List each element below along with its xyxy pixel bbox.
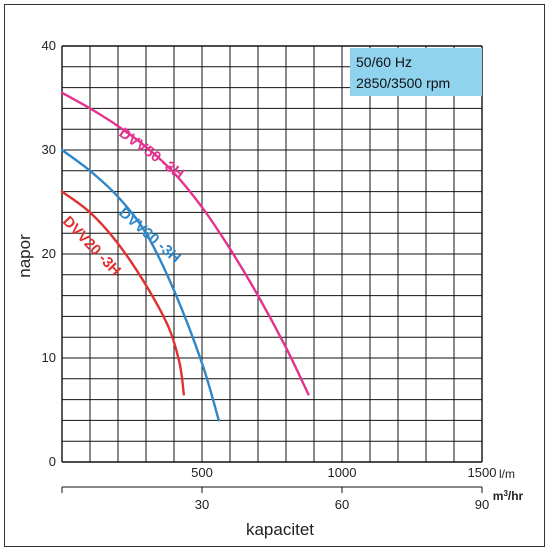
grid — [61, 45, 483, 463]
x-tick-label-primary: 500 — [191, 465, 213, 480]
curve-dvv50-3h — [60, 91, 310, 396]
x-tick-label-primary: 1500 — [468, 465, 497, 480]
curve-dvv30-3h — [60, 148, 220, 422]
curve-label: DVV20 -3H — [59, 213, 124, 279]
x-tick-label-secondary: 30 — [195, 497, 209, 512]
spec-rpm: 2850/3500 rpm — [356, 75, 450, 91]
y-tick-label: 0 — [49, 454, 56, 469]
spec-box: 50/60 Hz 2850/3500 rpm — [350, 48, 482, 96]
x-axis-secondary — [61, 486, 483, 493]
y-tick-label: 30 — [42, 142, 56, 157]
y-tick-labels: 0 10 20 30 40 — [42, 38, 56, 469]
x-unit-primary: l/m — [499, 467, 515, 481]
y-tick-label: 10 — [42, 350, 56, 365]
y-tick-label: 20 — [42, 246, 56, 261]
curves — [60, 91, 310, 422]
spec-box-background — [350, 48, 482, 96]
x-tick-label-secondary: 60 — [335, 497, 349, 512]
curve-dvv20-3h — [60, 190, 185, 396]
x-axis-title: kapacitet — [246, 520, 314, 539]
x-tick-labels-secondary: 30 60 90 — [195, 497, 489, 512]
x-tick-label-primary: 1000 — [328, 465, 357, 480]
x-tick-label-secondary: 90 — [475, 497, 489, 512]
y-axis-title: napor — [15, 234, 34, 278]
spec-frequency: 50/60 Hz — [356, 54, 412, 70]
y-tick-label: 40 — [42, 38, 56, 53]
x-tick-labels-primary: 500 1000 1500 — [191, 465, 496, 480]
curve-label: DVV50 -3H — [116, 124, 187, 182]
x-unit-secondary: m3/hr — [493, 489, 524, 504]
